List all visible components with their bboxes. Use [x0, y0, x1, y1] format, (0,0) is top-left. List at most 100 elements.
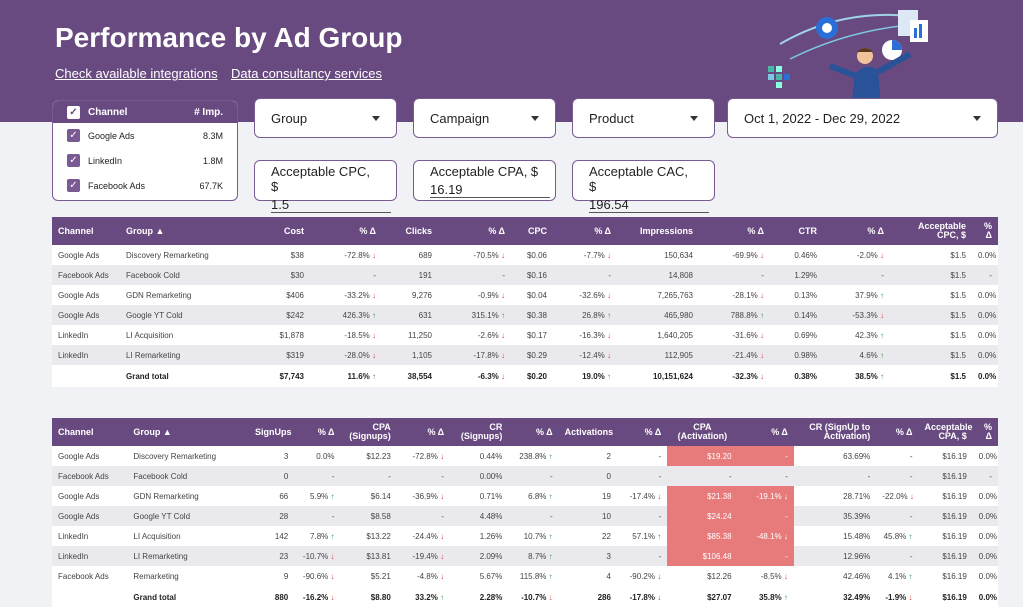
table-cell: $16.19	[942, 491, 967, 501]
column-header[interactable]: CPA (Signups)	[340, 418, 397, 446]
column-header[interactable]: Group ▲	[127, 418, 250, 446]
channel-option-linkedin[interactable]: ✓ LinkedIn 1.8M	[53, 148, 237, 173]
column-header[interactable]: CTR	[770, 217, 823, 245]
checkbox-all-icon[interactable]: ✓	[67, 105, 80, 119]
arrow-down-icon: ↓	[880, 310, 884, 320]
consultancy-link[interactable]: Data consultancy services	[231, 66, 383, 81]
column-header[interactable]: Clicks	[382, 217, 438, 245]
channel-option-label: LinkedIn	[88, 155, 123, 166]
table-cell: Discovery Remarketing	[133, 451, 217, 461]
arrow-up-icon: ↑	[880, 290, 884, 300]
channel-filter: ✓ Channel # Imp. ✓ Google Ads 8.3M ✓ Lin…	[52, 100, 238, 201]
table-cell: 4.1% ↑	[888, 571, 913, 581]
table-cell: -	[508, 466, 559, 486]
channel-option-google-ads[interactable]: ✓ Google Ads 8.3M	[53, 123, 237, 148]
table-row[interactable]: Facebook Ads Facebook Cold $30-191- $0.16-1…	[52, 265, 998, 285]
table-row[interactable]: Google Ads Discovery Remarketing 3 0.0% $12.…	[52, 446, 998, 466]
table-cell: $16.19	[918, 506, 973, 526]
channel-filter-metric: # Imp.	[194, 106, 223, 118]
table-row[interactable]: Google Ads Google YT Cold 28- $8.58-4.48% -1…	[52, 506, 998, 526]
table-cell: 26.8% ↑	[553, 305, 617, 325]
table-row[interactable]: LinkedIn LI Acquisition $1,878 -18.5% ↓ 11,2…	[52, 325, 998, 345]
table-cell: -	[658, 451, 662, 461]
column-header[interactable]: Channel	[52, 217, 120, 245]
table-cell: 0.0%	[972, 506, 998, 526]
total-cell: $0.20	[526, 371, 547, 381]
column-header[interactable]: CR (Signups)	[450, 418, 509, 446]
column-header[interactable]: % Δ	[396, 418, 451, 446]
column-header[interactable]: % Δ	[972, 418, 998, 446]
column-header[interactable]: Activations	[558, 418, 617, 446]
column-header[interactable]: % Δ	[508, 418, 559, 446]
table-row[interactable]: Google Ads GDN Remarketing $406 -33.2% ↓ 9,2…	[52, 285, 998, 305]
table-row[interactable]: Facebook Ads Facebook Cold 0- - -0.00% -0- - - -…	[52, 466, 998, 486]
checkbox-icon[interactable]: ✓	[67, 154, 80, 167]
column-header[interactable]: CR (SignUp to Activation)	[793, 418, 877, 446]
table-row[interactable]: LinkedIn LI Remarketing 23 -10.7% ↓ $13.81 -1…	[52, 546, 998, 566]
acceptable-cpc-input[interactable]: Acceptable CPC, $ 1.5	[254, 160, 397, 213]
table-cell: Google Ads	[58, 451, 100, 461]
table-row[interactable]: Google Ads GDN Remarketing 66 5.9% ↑ $6.14 -3…	[52, 486, 998, 506]
table-row[interactable]: Facebook Ads Remarketing 9 -90.6% ↓ $5.21 -4.…	[52, 566, 998, 586]
channel-option-value: 1.8M	[202, 155, 223, 166]
acceptable-cpa-input[interactable]: Acceptable CPA, $ 16.19	[413, 160, 556, 201]
acceptable-cac-value[interactable]: 196.54	[589, 194, 709, 213]
arrow-down-icon: ↓	[440, 491, 445, 501]
column-header[interactable]: % Δ	[823, 217, 890, 245]
table-row[interactable]: LinkedIn LI Acquisition 142 7.8% ↑ $13.22 -24…	[52, 526, 998, 546]
column-header[interactable]: Channel	[52, 418, 128, 446]
table-cell: 23	[249, 546, 295, 566]
column-header[interactable]: Impressions	[617, 217, 699, 245]
table-row[interactable]: Google Ads Discovery Remarketing $38 -72.8%…	[52, 245, 998, 265]
table-cell: -	[737, 506, 794, 526]
checkbox-icon[interactable]: ✓	[67, 179, 80, 192]
table-cell: -	[823, 265, 890, 285]
acceptable-cpc-value[interactable]: 1.5	[271, 194, 391, 213]
table-cell: 0.0%	[978, 451, 998, 461]
table-cell: -	[340, 466, 397, 486]
total-cell: -1.9% ↓	[885, 592, 913, 602]
date-range-picker[interactable]: Oct 1, 2022 - Dec 29, 2022	[727, 98, 998, 138]
table-cell: $1.5	[890, 265, 972, 285]
arrow-up-icon: ↑	[607, 310, 611, 320]
group-dropdown[interactable]: Group	[254, 98, 397, 138]
column-header[interactable]: % Δ	[294, 418, 341, 446]
table-row[interactable]: Google Ads Google YT Cold $242 426.3% ↑ 631 3…	[52, 305, 998, 325]
table-cell: 0.0%	[972, 345, 998, 365]
column-header[interactable]: % Δ	[876, 418, 919, 446]
column-header[interactable]: % Δ	[438, 217, 511, 245]
channel-filter-header[interactable]: ✓ Channel # Imp.	[53, 101, 237, 123]
table-cell: $106.48	[667, 546, 738, 566]
table-cell: 7.8% ↑	[310, 531, 335, 541]
table-cell: 0.13%	[794, 290, 817, 300]
arrow-down-icon: ↓	[440, 551, 445, 561]
column-header[interactable]: % Δ	[616, 418, 668, 446]
column-header[interactable]: % Δ	[553, 217, 617, 245]
column-header[interactable]: % Δ	[310, 217, 382, 245]
table-cell: $0.17	[526, 330, 547, 340]
table-row[interactable]: LinkedIn LI Remarketing $319 -28.0% ↓ 1,105-…	[52, 345, 998, 365]
campaign-dropdown[interactable]: Campaign	[413, 98, 556, 138]
integrations-link[interactable]: Check available integrations	[55, 66, 218, 81]
column-header[interactable]: % Δ	[972, 217, 998, 245]
acceptable-cac-input[interactable]: Acceptable CAC, $ 196.54	[572, 160, 715, 213]
checkbox-icon[interactable]: ✓	[67, 129, 80, 142]
column-header[interactable]: Acceptable CPC, $	[890, 217, 972, 245]
column-header[interactable]: Cost	[266, 217, 310, 245]
column-header[interactable]: SignUps	[249, 418, 295, 446]
column-header[interactable]: % Δ	[737, 418, 794, 446]
column-header[interactable]: CPA (Activation)	[667, 418, 738, 446]
table-cell: Facebook Cold	[127, 466, 250, 486]
column-header[interactable]: CPC	[511, 217, 553, 245]
table-cell: 0.46%	[794, 250, 817, 260]
table-cell: -	[553, 265, 617, 285]
arrow-down-icon: ↓	[372, 350, 376, 360]
table-cell: $19.20	[667, 446, 738, 466]
column-header[interactable]: Acceptable CPA, $	[918, 418, 973, 446]
column-header[interactable]: Group ▲	[120, 217, 266, 245]
acceptable-cpa-value[interactable]: 16.19	[430, 179, 550, 198]
column-header[interactable]: % Δ	[699, 217, 770, 245]
channel-option-facebook-ads[interactable]: ✓ Facebook Ads 67.7K	[53, 173, 237, 198]
arrow-up-icon: ↑	[607, 371, 611, 381]
product-dropdown[interactable]: Product	[572, 98, 715, 138]
